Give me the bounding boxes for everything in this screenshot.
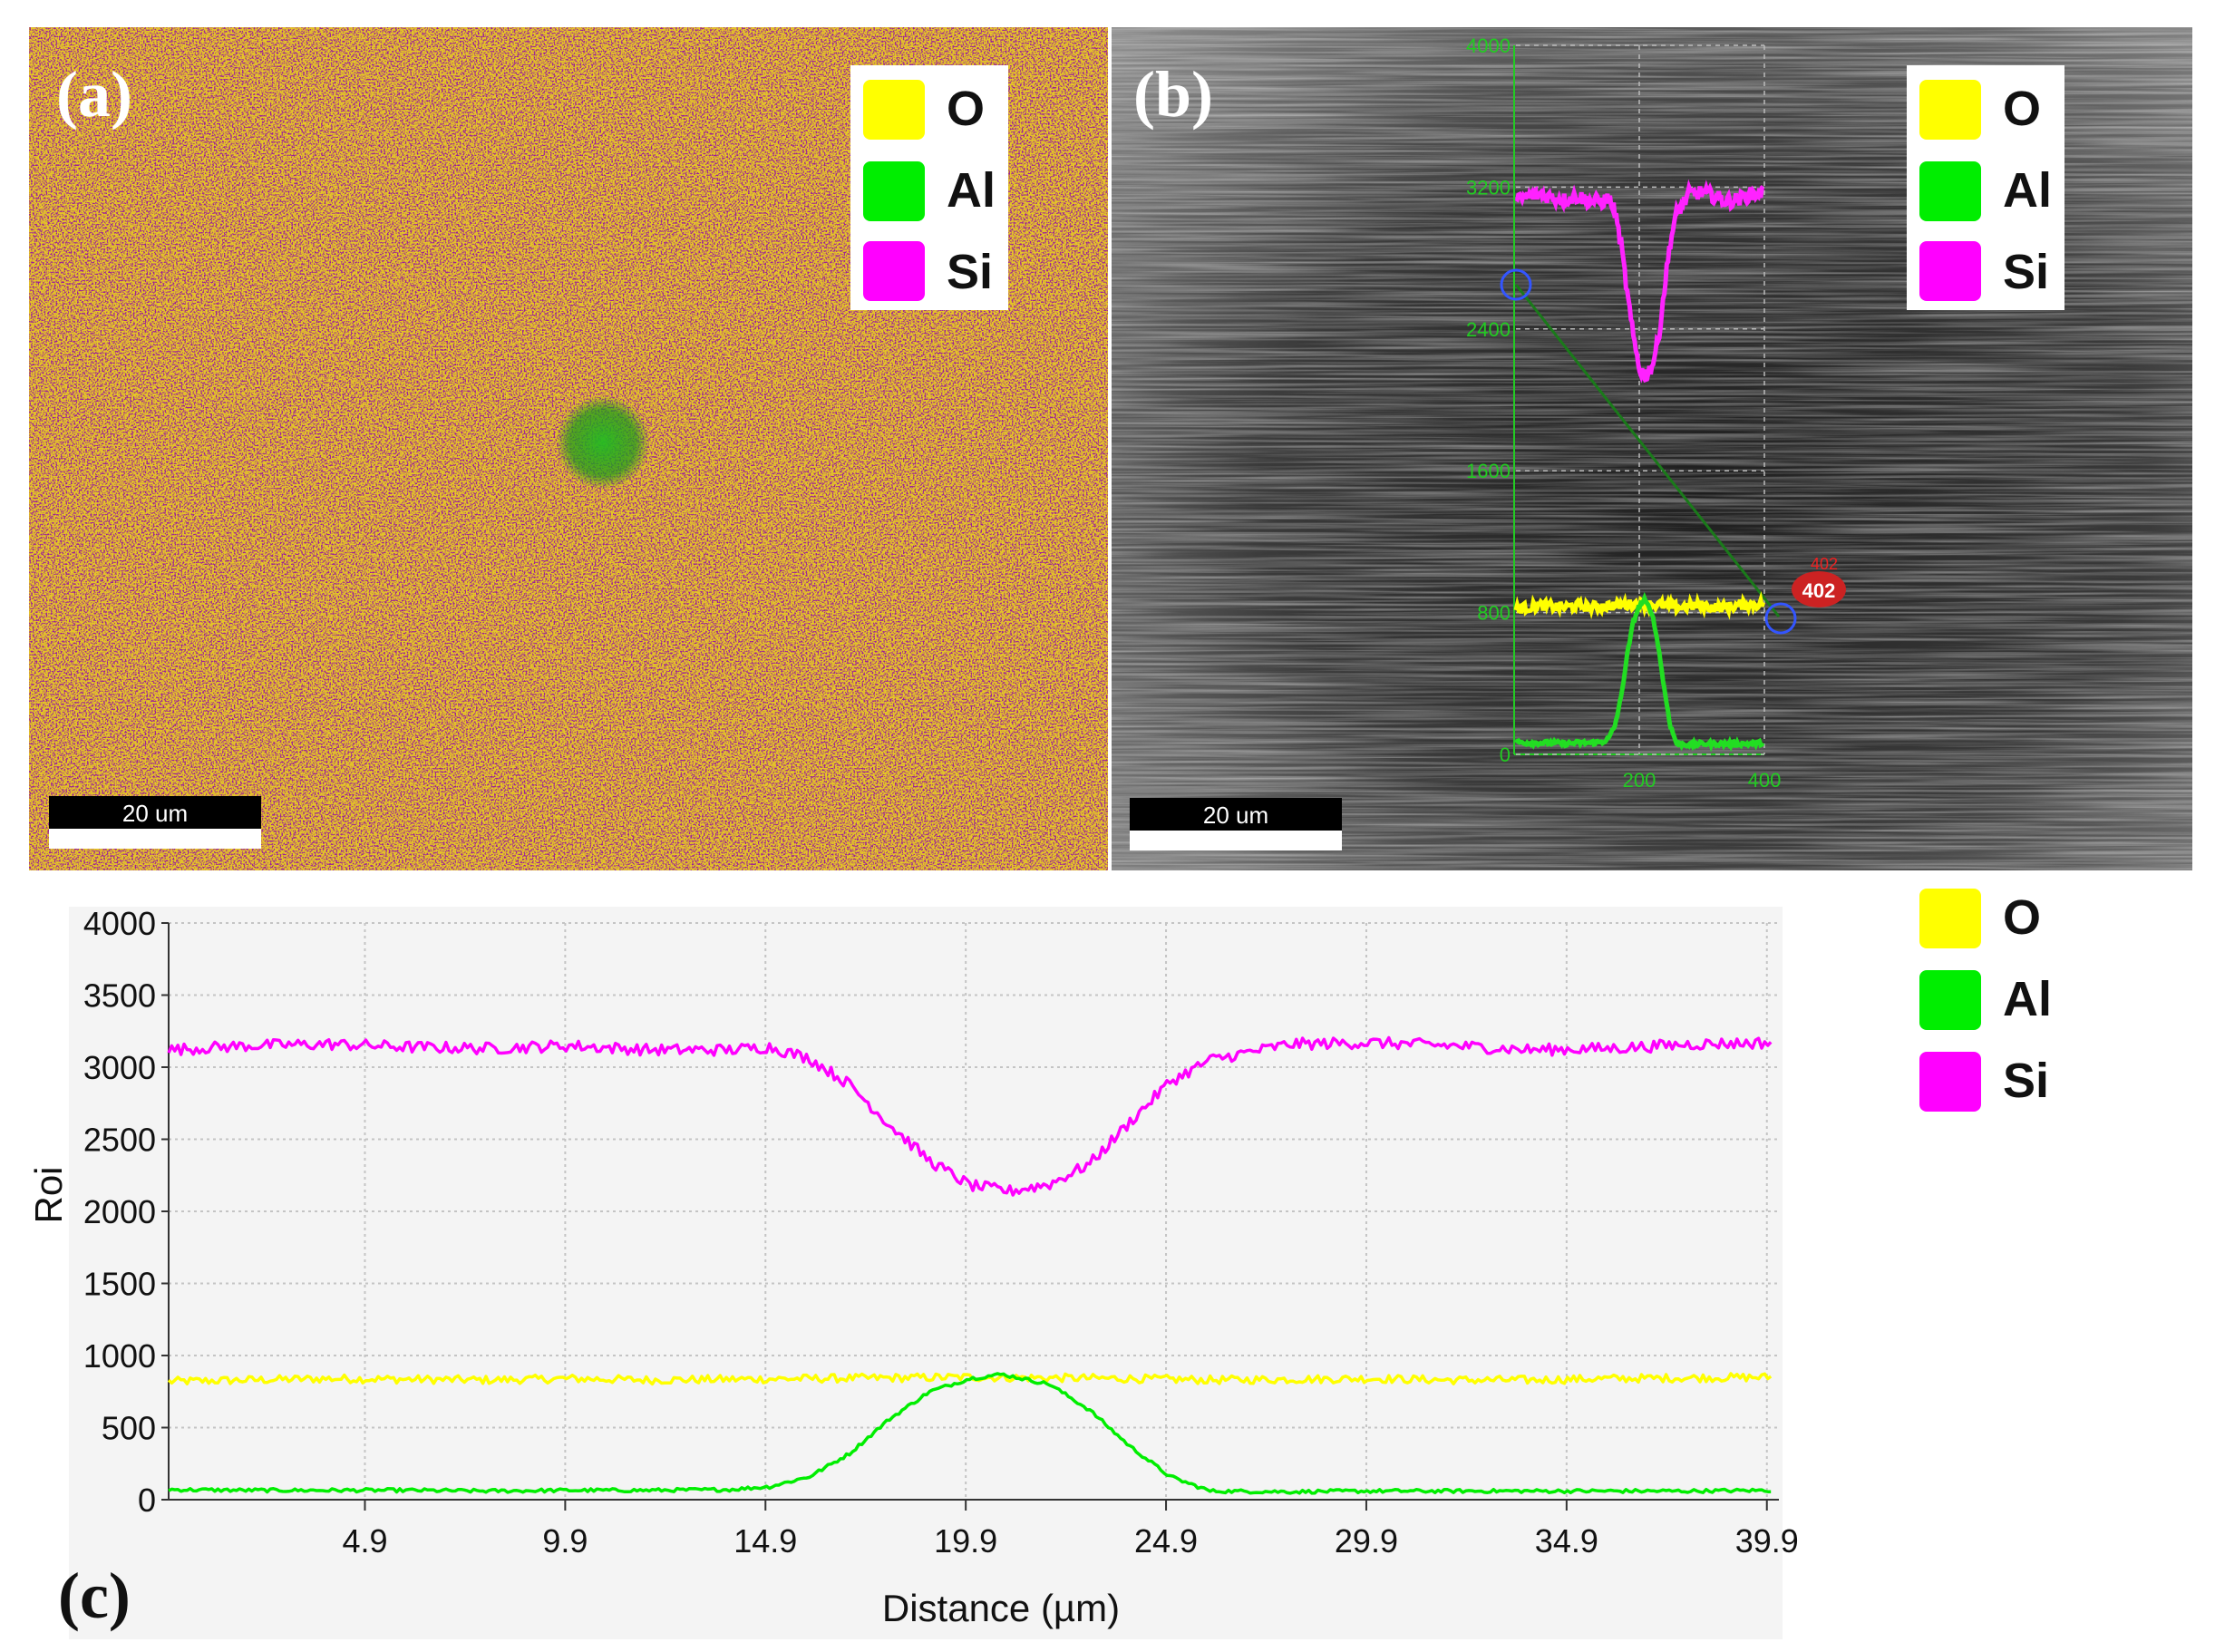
legend-swatch-al xyxy=(863,161,925,221)
series-line-si xyxy=(167,1035,1773,1197)
panel-c-label: (c) xyxy=(58,1560,131,1632)
legend-label-si: Si xyxy=(947,245,993,299)
y-tick-label: 3500 xyxy=(83,977,156,1015)
legend-swatch-al xyxy=(1919,161,1981,221)
inset-marker-label-top: 402 xyxy=(1811,555,1838,573)
x-tick-label: 4.9 xyxy=(342,1522,387,1560)
legend-label-al: Al xyxy=(2003,163,2052,218)
inset-y-tick: 3200 xyxy=(1466,176,1511,199)
inset-si-line xyxy=(1514,179,1765,384)
legend-swatch-si xyxy=(1919,1052,1981,1112)
x-tick-label: 19.9 xyxy=(934,1522,997,1560)
legend-label-o: O xyxy=(947,82,985,136)
panel-b-label: (b) xyxy=(1133,58,1213,131)
legend-swatch-si xyxy=(863,241,925,301)
x-tick-label: 39.9 xyxy=(1735,1522,1799,1560)
inset-marker-label: 402 xyxy=(1802,579,1836,602)
series-line-al xyxy=(168,1372,1772,1495)
chart-series xyxy=(167,1035,1773,1495)
chart-axes xyxy=(161,922,1779,1511)
panel-a: (a) O Al Si 20 um xyxy=(29,27,1108,870)
inset-profile-line xyxy=(1514,284,1781,617)
panel-c: 0 500 1000 1500 2000 2500 3000 3500 4000 4.9 9.9 1… xyxy=(27,889,2052,1639)
x-tick-label: 29.9 xyxy=(1335,1522,1398,1560)
panel-b-inset-plot: 4000 3200 2400 1600 800 0 200 400 402 402 xyxy=(1466,34,1846,792)
panel-b-scale-bar: 20 um xyxy=(1130,798,1342,850)
legend-label-al: Al xyxy=(2003,972,2052,1026)
y-tick-label: 2500 xyxy=(83,1122,156,1159)
y-tick-label: 2000 xyxy=(83,1193,156,1230)
legend-label-si: Si xyxy=(2003,1054,2049,1108)
y-tick-label: 3000 xyxy=(83,1049,156,1086)
legend-label-o: O xyxy=(2003,82,2041,136)
inset-y-tick: 800 xyxy=(1477,602,1511,625)
inset-start-marker xyxy=(1500,268,1532,301)
y-tick-label: 1000 xyxy=(83,1337,156,1375)
y-tick-label: 0 xyxy=(138,1482,156,1519)
legend-swatch-al xyxy=(1919,970,1981,1030)
panel-a-scale-bar: 20 um xyxy=(49,796,261,849)
legend-swatch-o xyxy=(863,80,925,140)
inset-y-tick: 1600 xyxy=(1466,460,1511,482)
inset-y-tick: 0 xyxy=(1500,743,1511,766)
panel-a-label: (a) xyxy=(56,58,132,131)
panel-a-legend: O Al Si xyxy=(850,65,1008,310)
legend-label-o: O xyxy=(2003,890,2041,945)
svg-text:20 um: 20 um xyxy=(122,800,188,827)
y-tick-labels: 0 500 1000 1500 2000 2500 3000 3500 4000 xyxy=(83,905,156,1519)
inset-end-marker xyxy=(1764,602,1797,635)
legend-swatch-si xyxy=(1919,241,1981,301)
x-tick-label: 34.9 xyxy=(1535,1522,1598,1560)
inset-x-tick-400: 400 xyxy=(1748,769,1782,792)
inset-x-tick-200: 200 xyxy=(1623,769,1656,792)
panel-c-legend: O Al Si xyxy=(1919,889,2052,1112)
x-tick-label: 14.9 xyxy=(733,1522,797,1560)
y-tick-label: 500 xyxy=(102,1410,156,1447)
svg-text:20 um: 20 um xyxy=(1203,802,1268,829)
legend-swatch-o xyxy=(1919,80,1981,140)
x-tick-label: 24.9 xyxy=(1134,1522,1198,1560)
x-tick-labels: 4.9 9.9 14.9 19.9 24.9 29.9 34.9 39.9 xyxy=(342,1522,1798,1560)
x-tick-label: 9.9 xyxy=(542,1522,588,1560)
legend-label-al: Al xyxy=(947,163,996,218)
y-tick-label: 4000 xyxy=(83,905,156,942)
legend-swatch-o xyxy=(1919,889,1981,948)
y-tick-label: 1500 xyxy=(83,1266,156,1303)
chart-background xyxy=(69,907,1783,1639)
inset-y-tick: 2400 xyxy=(1466,318,1511,341)
y-axis-title: Roi xyxy=(27,1166,70,1223)
panel-b-legend: O Al Si xyxy=(1907,65,2064,310)
inset-y-tick: 4000 xyxy=(1466,34,1511,57)
chart-grid xyxy=(169,922,1779,1500)
legend-label-si: Si xyxy=(2003,245,2049,299)
x-axis-title: Distance (µm) xyxy=(882,1587,1120,1629)
panel-a-al-spot xyxy=(556,395,650,490)
inset-al-line xyxy=(1513,591,1765,753)
panel-b: (b) 4000 3200 2400 1600 800 0 200 400 402 402… xyxy=(1112,27,2192,870)
series-line-o xyxy=(167,1372,1773,1386)
